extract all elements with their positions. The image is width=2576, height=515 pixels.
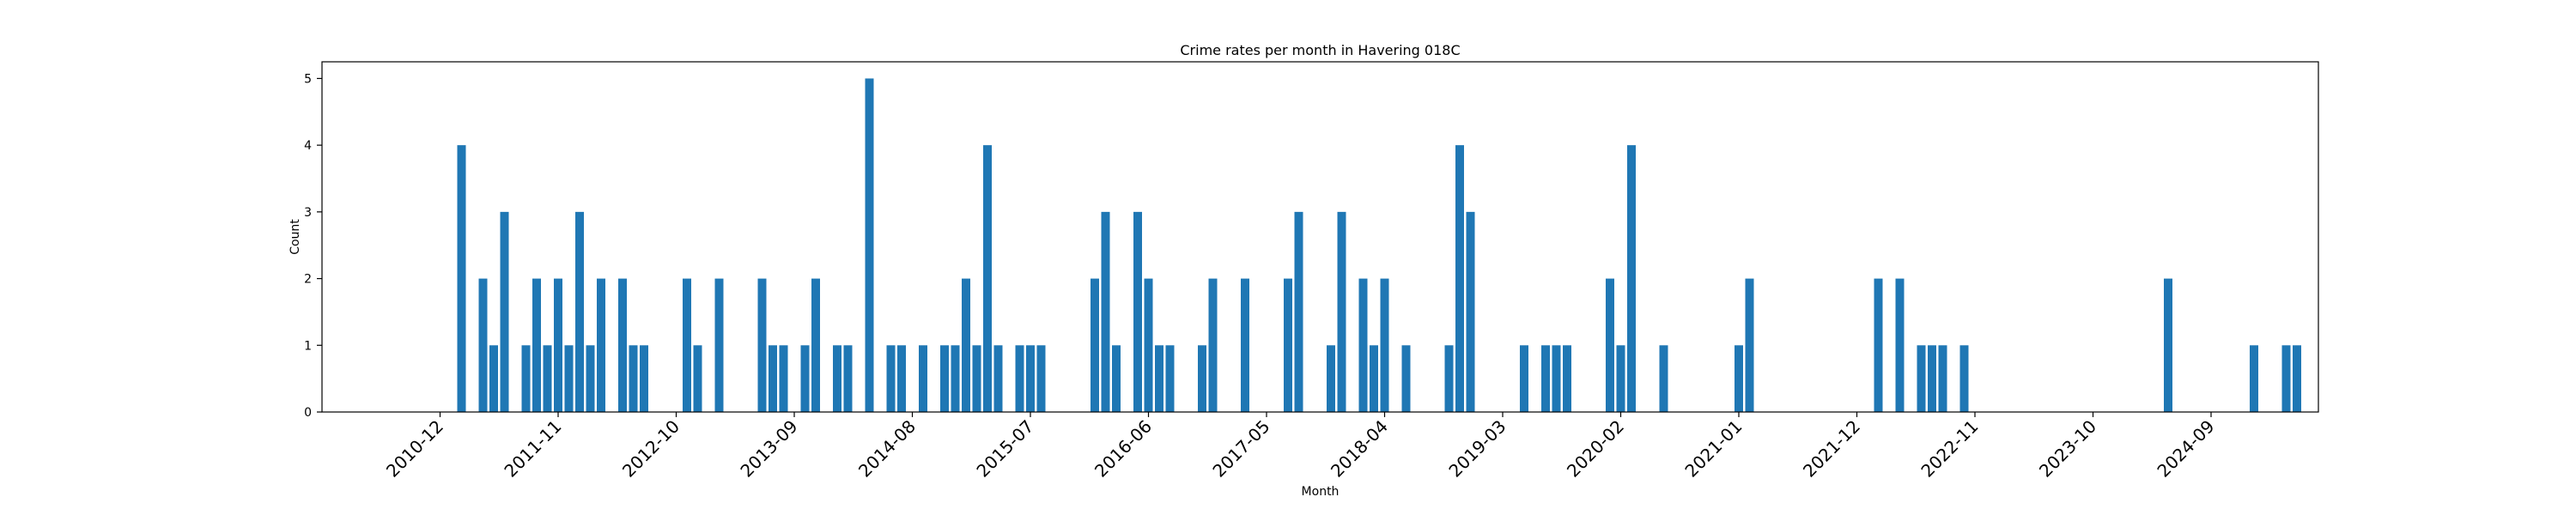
bar-2016-06 (1144, 278, 1153, 412)
bar-2018-11 (1455, 145, 1464, 412)
bar-2016-03 (1112, 345, 1121, 412)
y-tick-label: 3 (304, 206, 312, 220)
bar-2015-08 (1036, 345, 1046, 412)
bar-2018-04 (1380, 278, 1389, 412)
bar-2018-10 (1444, 345, 1454, 412)
bar-2015-01 (962, 278, 970, 412)
bars-group (457, 78, 2301, 413)
bar-2017-07 (1284, 278, 1292, 412)
bar-2013-06 (757, 278, 767, 412)
bar-2011-09 (532, 278, 541, 412)
bar-2013-10 (800, 345, 810, 412)
plot-area-background (322, 62, 2318, 412)
bar-2011-11 (554, 278, 562, 412)
bar-2014-11 (940, 345, 949, 412)
bar-2025-05 (2293, 345, 2301, 412)
bar-2012-01 (575, 211, 584, 412)
y-tick-label: 0 (304, 406, 312, 420)
bar-2014-12 (951, 345, 960, 412)
bar-2022-06 (1917, 345, 1926, 412)
bar-2021-01 (1735, 345, 1743, 412)
bar-2024-05 (2164, 278, 2172, 412)
bar-2018-12 (1466, 211, 1475, 412)
y-axis-label: Count (289, 219, 302, 255)
bar-2016-05 (1133, 211, 1142, 412)
bar-2012-06 (629, 345, 638, 412)
bar-2014-01 (833, 345, 841, 412)
bar-2018-02 (1358, 278, 1368, 412)
bar-2022-04 (1895, 278, 1905, 412)
chart-title: Crime rates per month in Havering 018C (1180, 42, 1460, 58)
bar-2011-10 (543, 345, 552, 412)
bar-2013-02 (714, 278, 724, 412)
bar-2013-08 (779, 345, 788, 412)
bar-2015-06 (1015, 345, 1024, 412)
bar-2015-02 (972, 345, 981, 412)
y-tick-label: 2 (304, 273, 312, 287)
bar-2018-03 (1370, 345, 1378, 412)
bar-2025-04 (2281, 345, 2291, 412)
bar-2020-01 (1606, 278, 1614, 412)
bar-2015-07 (1026, 345, 1035, 412)
bar-2019-07 (1541, 345, 1550, 412)
bar-2018-06 (1401, 345, 1411, 412)
bar-2014-04 (865, 78, 874, 413)
bar-2021-02 (1745, 278, 1754, 412)
bar-2012-02 (586, 345, 595, 412)
bar-2019-05 (1520, 345, 1528, 412)
bar-2022-10 (1959, 345, 1969, 412)
bar-2014-02 (843, 345, 853, 412)
bar-2011-06 (500, 211, 509, 412)
bar-2011-04 (478, 278, 488, 412)
bar-2017-11 (1327, 345, 1335, 412)
bar-2022-02 (1874, 278, 1883, 412)
y-tick-label: 5 (304, 72, 312, 86)
bar-2016-07 (1155, 345, 1163, 412)
bar-2013-07 (769, 345, 777, 412)
bar-2011-08 (521, 345, 531, 412)
bar-2012-03 (597, 278, 605, 412)
bar-2016-08 (1165, 345, 1175, 412)
y-tick-label: 4 (304, 139, 312, 153)
bar-2014-07 (897, 345, 906, 412)
bar-2025-01 (2250, 345, 2258, 412)
bar-2011-12 (564, 345, 574, 412)
bar-2011-02 (457, 145, 466, 412)
bar-2016-11 (1198, 345, 1206, 412)
x-axis-label: Month (1302, 485, 1340, 499)
bar-2022-08 (1938, 345, 1947, 412)
bar-2012-07 (640, 345, 648, 412)
bar-2020-02 (1616, 345, 1625, 412)
bar-2015-03 (983, 145, 992, 412)
bar-2016-02 (1101, 211, 1110, 412)
y-axis: 0 1 2 3 4 5 (304, 72, 322, 420)
bar-2017-12 (1337, 211, 1346, 412)
bar-2019-08 (1552, 345, 1561, 412)
plot-frame (321, 61, 2319, 413)
bar-2014-06 (886, 345, 896, 412)
bar-2017-08 (1294, 211, 1303, 412)
bar-2012-05 (618, 278, 627, 412)
bar-2016-01 (1091, 278, 1099, 412)
bar-2017-03 (1241, 278, 1249, 412)
bar-2015-04 (993, 345, 1003, 412)
bar-2020-03 (1627, 145, 1636, 412)
bar-2020-06 (1659, 345, 1668, 412)
bar-2014-09 (919, 345, 927, 412)
bar-2012-11 (683, 278, 691, 412)
y-tick-label: 1 (304, 339, 312, 353)
bar-2012-12 (693, 345, 702, 412)
bar-2019-09 (1563, 345, 1571, 412)
bar-2013-11 (811, 278, 820, 412)
bar-2011-05 (489, 345, 498, 412)
bar-2022-07 (1928, 345, 1936, 412)
bar-2016-12 (1208, 278, 1218, 412)
